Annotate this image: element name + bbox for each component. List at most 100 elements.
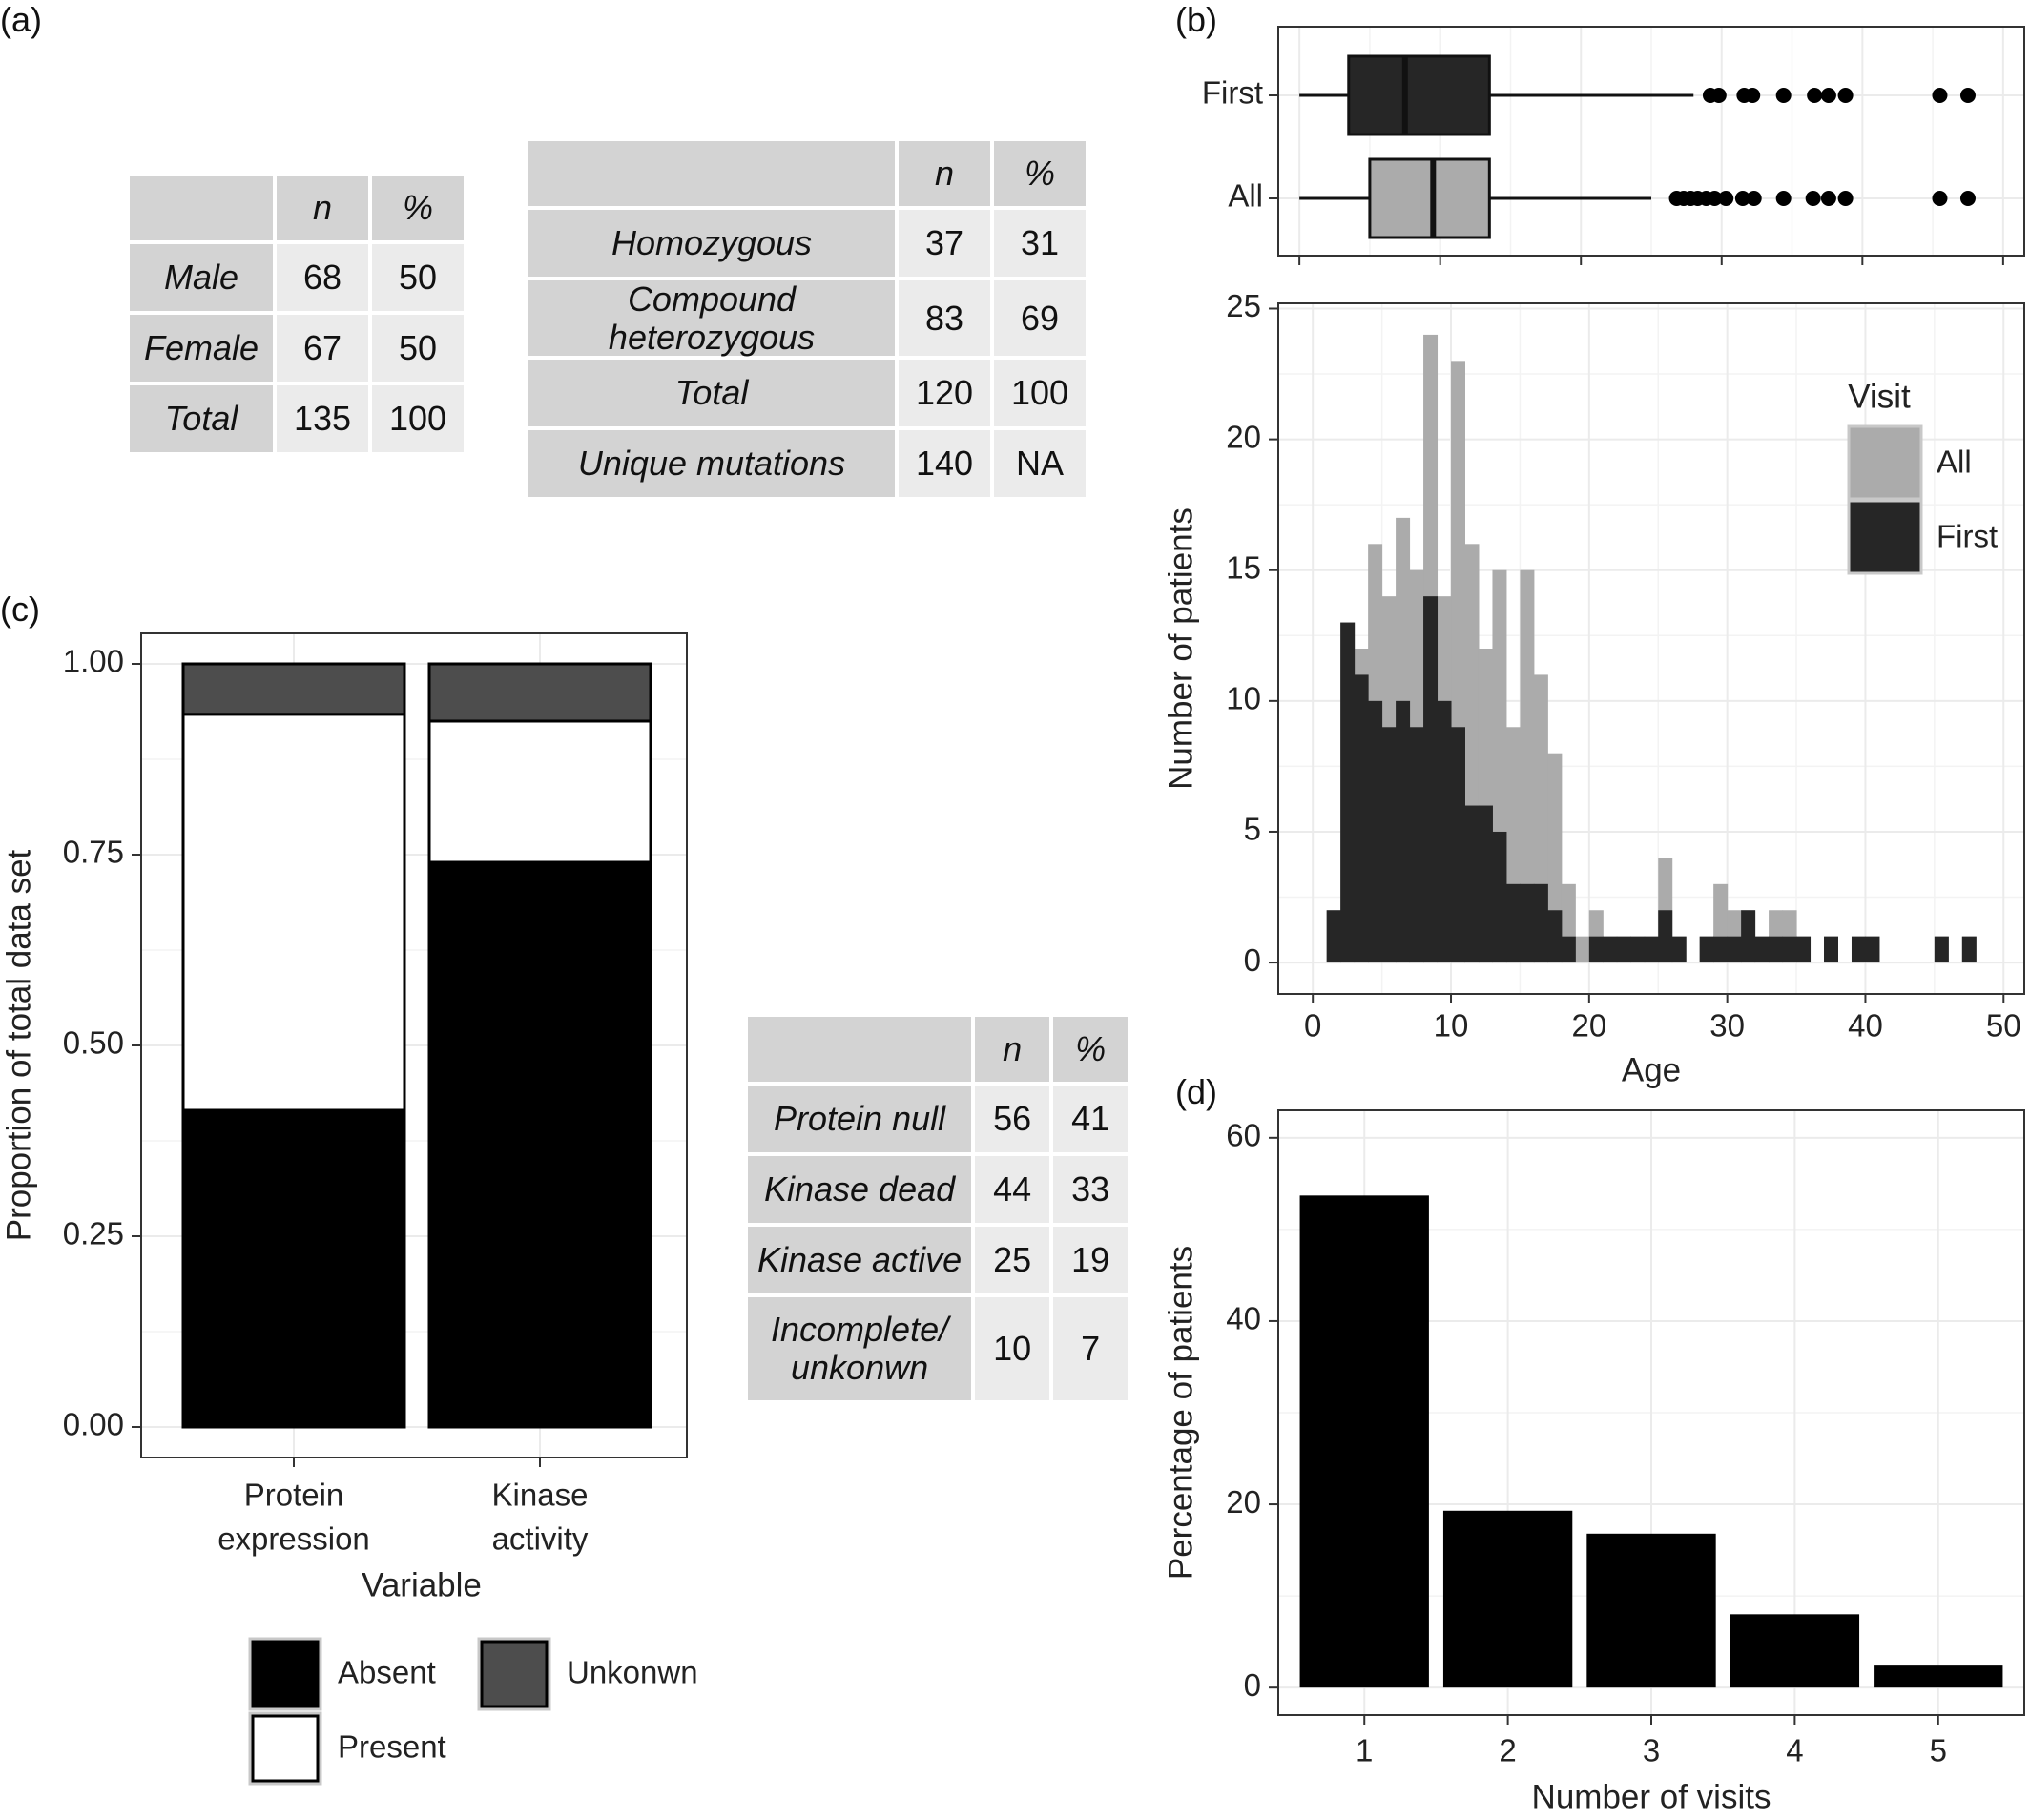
y-tick-label: 1.00 — [63, 644, 124, 679]
x-axis-label: Number of visits — [1532, 1778, 1771, 1815]
legend-swatch-first — [1847, 499, 1923, 575]
panel-label-a: (a) — [0, 0, 42, 39]
header-n: n — [975, 1017, 1050, 1082]
cell-n: 83 — [899, 280, 990, 357]
histogram-bar-first — [1451, 727, 1465, 963]
cell-pct: 31 — [994, 210, 1086, 277]
cell-pct: 69 — [994, 280, 1086, 357]
row-label: Unique mutations — [528, 430, 895, 498]
legend-swatch-outline — [251, 1714, 320, 1783]
histogram-bar-first — [1754, 936, 1770, 963]
histogram-bar-first — [1492, 831, 1507, 963]
histogram-bar-first — [1644, 936, 1659, 963]
boxplot-outlier — [1837, 88, 1854, 103]
table-row: Male 68 50 — [130, 244, 464, 311]
x-tick-label: Protein — [244, 1478, 344, 1513]
row-label: Total — [528, 360, 895, 427]
x-tick-label: expression — [218, 1521, 370, 1557]
stacked-bar-unkonwn — [427, 662, 652, 723]
boxplot-panel-border — [1277, 26, 2025, 257]
y-tick-label: 60 — [1226, 1118, 1261, 1153]
x-tick-label: 10 — [1434, 1008, 1469, 1044]
stacked-bar-present — [427, 719, 652, 864]
boxplot-box-first — [1347, 54, 1491, 136]
legend-title: Visit — [1848, 378, 1911, 415]
x-tick-label: 50 — [1986, 1008, 2021, 1044]
cell-pct: 41 — [1053, 1086, 1129, 1152]
stacked-bar-absent — [181, 1108, 406, 1429]
boxplot-outlier — [1707, 191, 1723, 206]
histogram-bar-first — [1741, 910, 1756, 963]
histogram-bar-first — [1658, 910, 1673, 963]
y-tick-label: 15 — [1226, 549, 1261, 585]
histogram-bar-first — [1505, 883, 1521, 963]
histogram-bar-first — [1865, 936, 1880, 963]
x-axis-label: Variable — [362, 1566, 482, 1603]
y-tick-label: 40 — [1226, 1301, 1261, 1336]
x-tick-label: 20 — [1571, 1008, 1606, 1044]
y-tick-label: 10 — [1226, 681, 1261, 716]
row-label: Homozygous — [528, 210, 895, 277]
table-row: Unique mutations 140 NA — [528, 430, 1086, 498]
y-tick-label: 0.50 — [63, 1025, 124, 1061]
stacked-bar-present — [181, 713, 406, 1112]
histogram-bar-first — [1326, 910, 1341, 963]
histogram-bar-first — [1824, 936, 1838, 963]
visits-bar — [1442, 1510, 1573, 1688]
y-tick-label: 25 — [1226, 288, 1261, 323]
zygosity-table: n % Homozygous 37 31 Compound heterozygo… — [525, 137, 1089, 501]
cell-pct: 100 — [372, 385, 464, 452]
boxplot-outlier — [1734, 191, 1750, 206]
cell-pct: 33 — [1053, 1156, 1129, 1223]
y-tick-label: 0 — [1244, 1667, 1261, 1703]
y-tick-label: 0.75 — [63, 835, 124, 870]
histogram-bar-first — [1464, 805, 1480, 963]
row-label: Compound heterozygous — [528, 280, 895, 357]
histogram-bar-first — [1368, 700, 1383, 963]
kinase-table: n % Protein null 56 41 Kinase dead 44 33… — [744, 1013, 1131, 1404]
cell-n: 37 — [899, 210, 990, 277]
histogram-bar-first — [1381, 727, 1397, 963]
table-row: Kinase active 25 19 — [748, 1227, 1129, 1293]
boxplot-category-label: All — [1228, 178, 1263, 214]
legend-label: Unkonwn — [567, 1655, 698, 1690]
cell-pct: 50 — [372, 315, 464, 382]
legend-label: First — [1937, 519, 1998, 554]
boxplot-outlier — [1959, 88, 1976, 103]
x-tick-label: 30 — [1709, 1008, 1745, 1044]
x-tick-label: 5 — [1930, 1733, 1947, 1768]
histogram-bar-first — [1478, 805, 1493, 963]
header-pct: % — [1053, 1017, 1129, 1082]
header-n: n — [277, 176, 368, 240]
row-label: Male — [130, 244, 273, 311]
y-tick-label: 20 — [1226, 419, 1261, 454]
boxplot-outlier — [1837, 191, 1854, 206]
table-header-row: n % — [748, 1017, 1129, 1082]
table-row: Total 135 100 — [130, 385, 464, 452]
histogram-bar-first — [1851, 936, 1866, 963]
boxplot-outlier — [1932, 191, 1948, 206]
x-tick-label: Kinase — [492, 1478, 589, 1513]
x-tick-label: 3 — [1643, 1733, 1660, 1768]
stacked-bar-unkonwn — [181, 662, 406, 716]
histogram-bar-first — [1713, 936, 1729, 963]
table-row: Protein null 56 41 — [748, 1086, 1129, 1152]
y-axis-label: Proportion of total data set — [0, 849, 37, 1241]
x-tick-label: 1 — [1356, 1733, 1373, 1768]
histogram-bar-first — [1727, 936, 1742, 963]
sex-table: n % Male 68 50 Female 67 50 Total 135 10… — [126, 172, 467, 456]
histogram-bar-first — [1547, 910, 1563, 963]
row-label: Protein null — [748, 1086, 972, 1152]
x-tick-label: activity — [492, 1521, 589, 1557]
panel-label-d: (d) — [1175, 1072, 1217, 1111]
legend-label: Absent — [338, 1655, 436, 1690]
histogram-bar-first — [1437, 700, 1452, 963]
boxplot-outlier — [1805, 191, 1821, 206]
boxplot-outlier — [1775, 191, 1792, 206]
histogram-bar-first — [1603, 936, 1618, 963]
histogram-bar-first — [1588, 936, 1604, 963]
table-row: Total 120 100 — [528, 360, 1086, 427]
histogram-bar-all — [1520, 569, 1535, 963]
cell-n: 44 — [975, 1156, 1050, 1223]
